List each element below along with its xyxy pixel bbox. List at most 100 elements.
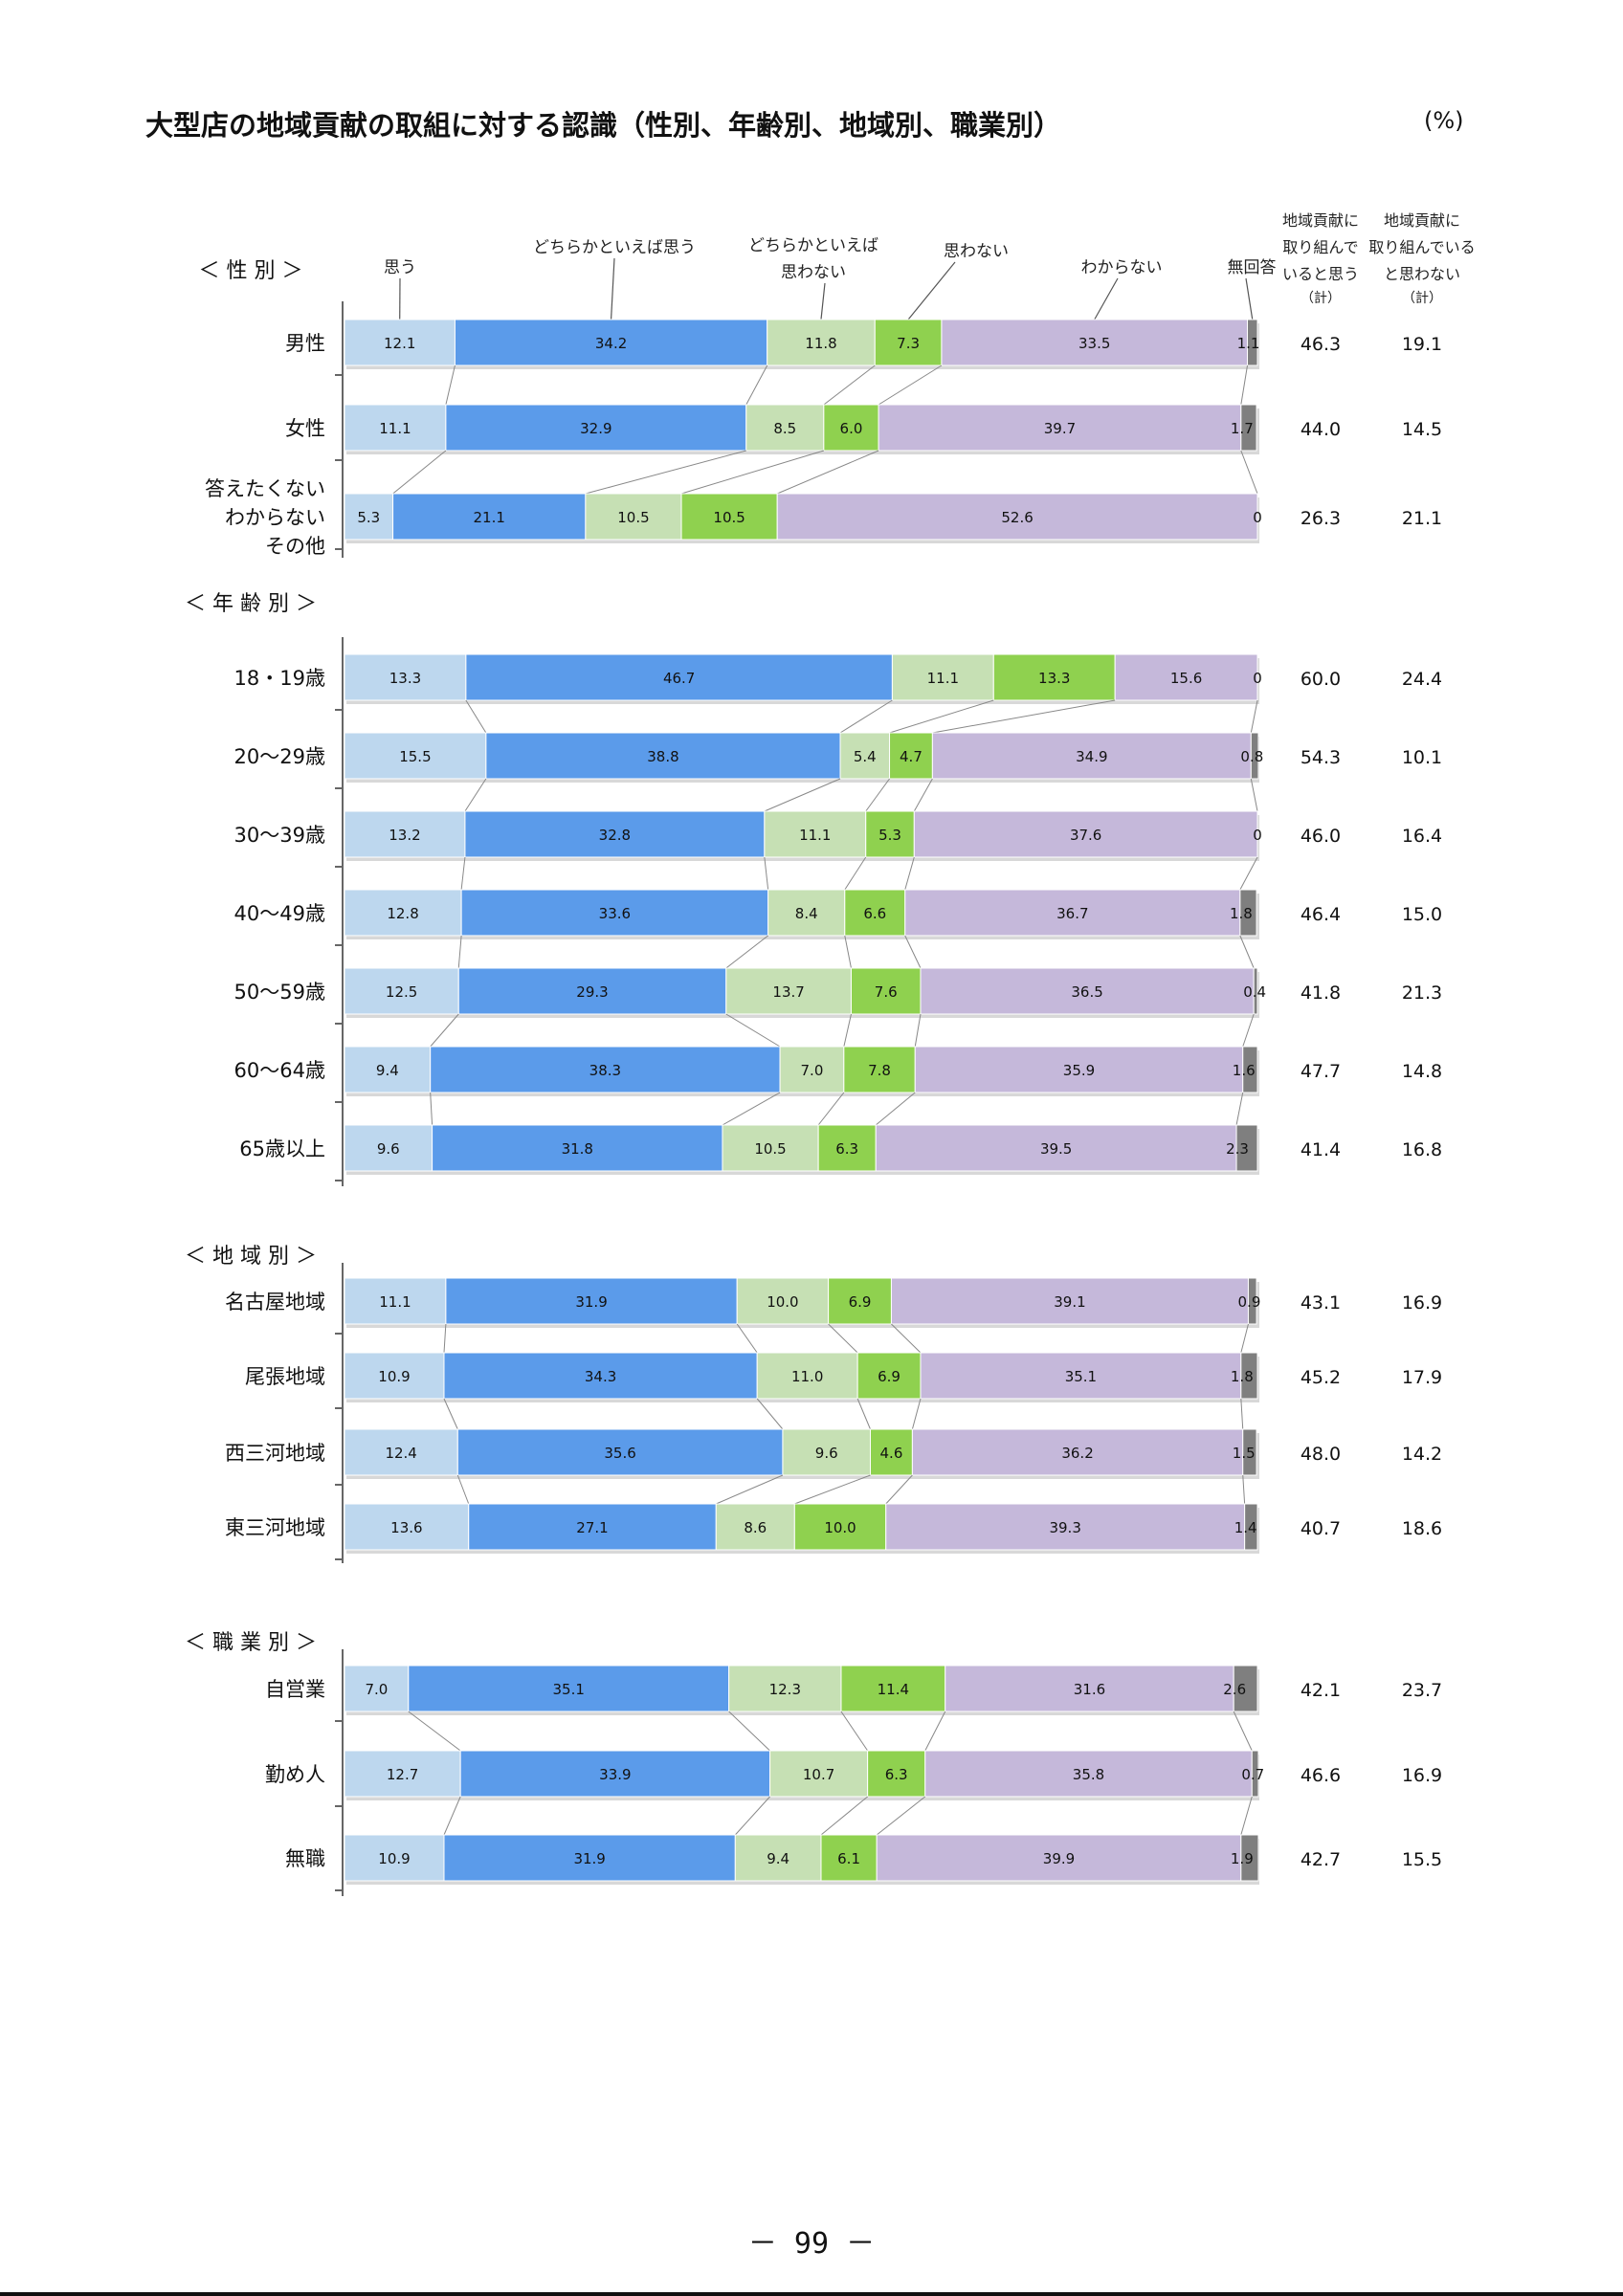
summary-value: 21.3: [1402, 982, 1442, 1004]
data-label: 31.9: [573, 1850, 605, 1867]
summary-value: 23.7: [1402, 1680, 1442, 1701]
series-connector-line: [1239, 856, 1258, 891]
summary-value: 40.7: [1301, 1518, 1341, 1539]
data-label: 10.9: [378, 1368, 410, 1385]
series-connector-line: [904, 856, 915, 891]
group-heading: ＜ 地 域 別 ＞: [185, 1245, 317, 1269]
series-connector-line: [1235, 1092, 1244, 1126]
summary-value: 10.1: [1402, 747, 1442, 768]
bar-segment: [931, 732, 1252, 780]
series-connector-line: [392, 450, 447, 495]
series-connector-line: [443, 1796, 461, 1836]
data-label: 12.1: [384, 335, 415, 352]
summary-value: 24.4: [1402, 669, 1442, 690]
bar-segment: [793, 1503, 887, 1551]
bar-segment: [445, 404, 747, 452]
category-label: 自営業: [265, 1678, 325, 1701]
summary-value: 41.4: [1301, 1139, 1341, 1160]
series-header-label: 思う: [384, 258, 416, 277]
series-connector-line: [680, 450, 824, 495]
data-label: 9.4: [376, 1062, 399, 1079]
bar-segment: [840, 1665, 946, 1712]
series-connector-line: [932, 699, 1116, 734]
series-connector-line: [430, 1092, 434, 1126]
data-label: 11.1: [379, 420, 411, 437]
data-label: 31.8: [562, 1140, 593, 1158]
data-label: 10.0: [767, 1293, 798, 1311]
series-connector-line: [1239, 935, 1255, 969]
data-label: 12.3: [769, 1681, 801, 1698]
bar-segment: [464, 810, 766, 858]
data-label: 10.5: [713, 509, 745, 526]
bar-segment: [1247, 1277, 1257, 1325]
summary-value: 16.9: [1402, 1292, 1442, 1314]
series-connector-line: [794, 1474, 871, 1505]
bar-segment: [756, 1352, 858, 1400]
data-label: 10.5: [617, 509, 649, 526]
bar-segment: [344, 404, 447, 452]
data-label: 39.9: [1043, 1850, 1075, 1867]
data-label: 2.6: [1223, 1681, 1246, 1698]
data-label: 9.6: [815, 1445, 838, 1462]
series-connector-line: [722, 1092, 781, 1126]
data-label: 1.4: [1234, 1519, 1257, 1536]
data-label: 34.9: [1076, 748, 1107, 765]
data-label: 6.0: [840, 420, 863, 437]
data-label: 7.3: [897, 335, 920, 352]
summary-value: 46.0: [1301, 826, 1341, 847]
data-label: 39.1: [1054, 1293, 1085, 1311]
bar-segment: [1251, 1750, 1259, 1798]
data-label: 13.7: [772, 983, 804, 1001]
series-connector-line: [823, 364, 876, 406]
bar-segment: [443, 1834, 736, 1882]
bar-segment: [432, 1124, 723, 1172]
data-label: 0.4: [1243, 983, 1266, 1001]
bar-segment: [344, 1352, 445, 1400]
bar-segment: [764, 810, 867, 858]
data-label: 12.5: [386, 983, 417, 1001]
summary-value: 42.1: [1301, 1680, 1341, 1701]
category-label: 女性: [285, 417, 325, 440]
series-connector-line: [456, 1474, 470, 1505]
category-label: 60～64歳: [234, 1059, 325, 1082]
bar-segment: [485, 732, 841, 780]
bar-segment: [875, 1124, 1237, 1172]
series-connector-line: [777, 450, 879, 495]
summary-value: 41.8: [1301, 982, 1341, 1004]
summary-value: 21.1: [1402, 508, 1442, 529]
data-label: 39.7: [1044, 420, 1076, 437]
bar-segment: [904, 889, 1241, 937]
data-label: 15.5: [399, 748, 431, 765]
series-header-leader: [820, 282, 826, 320]
series-connector-line: [1240, 364, 1248, 406]
group-heading: ＜ 職 業 別 ＞: [185, 1631, 317, 1655]
bar-segment: [456, 1428, 784, 1476]
category-label: 40～49歳: [234, 902, 325, 925]
data-label: 10.7: [803, 1766, 834, 1783]
series-connector-line: [756, 1398, 784, 1430]
data-label: 0.7: [1241, 1766, 1264, 1783]
bar-segment: [722, 1124, 819, 1172]
bar-segment: [443, 1352, 758, 1400]
series-connector-line: [913, 778, 933, 812]
series-connector-line: [1242, 1013, 1255, 1048]
data-label: 12.4: [385, 1445, 416, 1462]
summary-value: 16.9: [1402, 1765, 1442, 1786]
series-connector-line: [457, 935, 462, 969]
data-label: 8.6: [744, 1519, 767, 1536]
bar-segment: [945, 1665, 1234, 1712]
series-header-label: どちらかといえば思う: [533, 238, 696, 257]
series-connector-line: [728, 1711, 770, 1752]
data-label: 10.0: [824, 1519, 856, 1536]
bar-segment: [779, 1046, 845, 1093]
series-connector-line: [725, 935, 768, 969]
data-label: 32.9: [580, 420, 611, 437]
bar-segment: [914, 1046, 1244, 1093]
series-connector-line: [843, 1013, 852, 1048]
series-connector-line: [875, 1092, 916, 1126]
series-connector-line: [828, 1323, 858, 1354]
bar-segment: [885, 1503, 1246, 1551]
category-label: 勤め人: [265, 1763, 325, 1786]
summary-value: 46.4: [1301, 904, 1341, 925]
bar-segment: [891, 653, 994, 701]
